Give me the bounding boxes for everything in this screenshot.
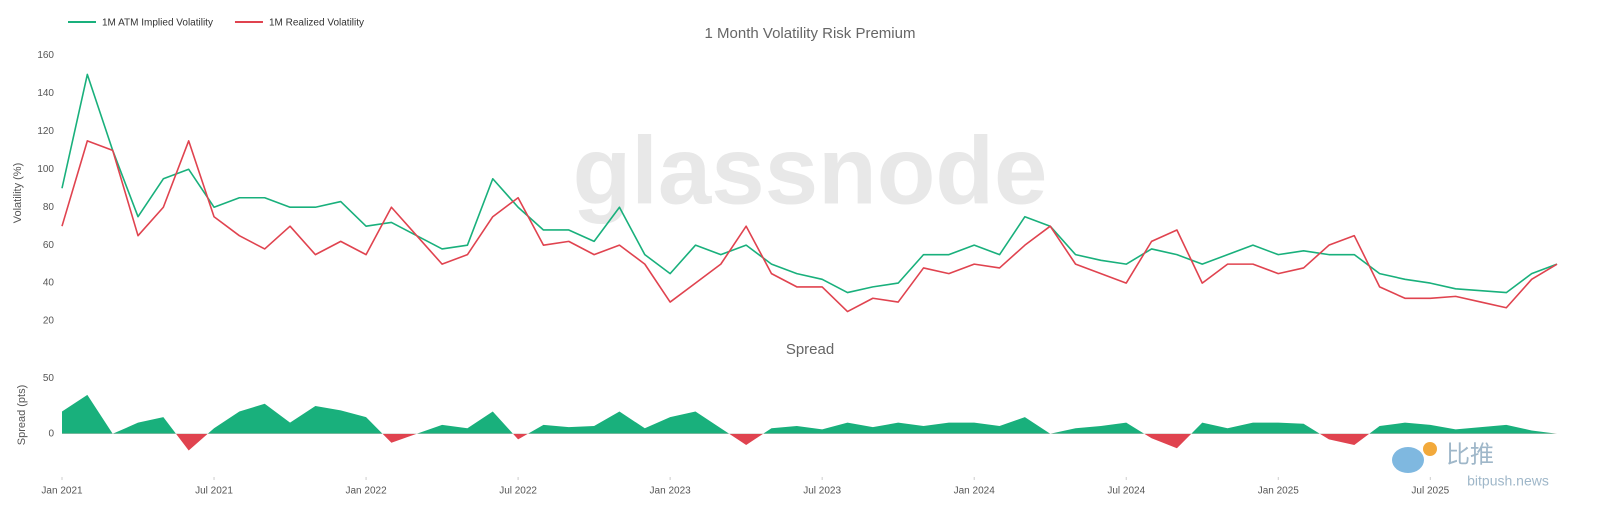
logo-coin (1423, 442, 1437, 456)
y-axis-label: Volatility (%) (12, 163, 24, 224)
x-tick-label: Jan 2023 (650, 486, 692, 497)
y-tick-label: 100 (37, 164, 54, 175)
x-tick-label: Jul 2023 (803, 486, 841, 497)
x-tick-label: Jul 2022 (499, 486, 537, 497)
y-tick-label: 50 (43, 373, 55, 384)
logo: 比推 bitpush.news (1392, 441, 1549, 489)
chart-title: Spread (786, 341, 834, 358)
y-tick-label: 140 (37, 88, 54, 99)
y-axis-label: Spread (pts) (16, 385, 28, 446)
y-tick-label: 160 (37, 50, 54, 61)
y-tick-label: 120 (37, 126, 54, 137)
logo-name: 比推 (1446, 441, 1494, 468)
x-tick-label: Jul 2024 (1107, 486, 1145, 497)
watermark: glassnode (573, 117, 1048, 224)
x-tick-label: Jul 2021 (195, 486, 233, 497)
logo-site: bitpush.news (1467, 473, 1549, 489)
y-tick-label: 40 (43, 278, 55, 289)
x-tick-label: Jan 2021 (41, 486, 83, 497)
y-tick-label: 20 (43, 316, 55, 327)
x-tick-label: Jan 2022 (345, 486, 387, 497)
line (61, 73, 1558, 294)
logo-bird (1392, 447, 1424, 473)
legend-label: 1M Realized Volatility (269, 18, 364, 29)
legend-label: 1M ATM Implied Volatility (102, 18, 213, 29)
line (61, 140, 1558, 313)
area-positive (62, 394, 1557, 434)
x-tick-label: Jul 2025 (1411, 486, 1449, 497)
y-tick-label: 0 (48, 428, 54, 439)
y-tick-label: 60 (43, 240, 55, 251)
x-tick-label: Jan 2025 (1258, 486, 1300, 497)
y-tick-label: 80 (43, 202, 55, 213)
x-tick-label: Jan 2024 (954, 486, 996, 497)
chart-title: 1 Month Volatility Risk Premium (705, 25, 916, 42)
